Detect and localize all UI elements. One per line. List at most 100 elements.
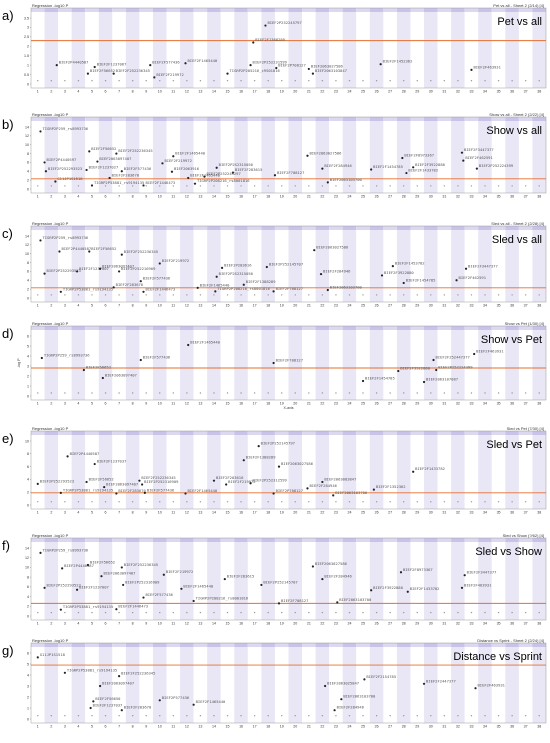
chromosome-band — [342, 326, 357, 400]
x-tick-label: 20 — [293, 90, 297, 94]
baseline-marker — [145, 392, 147, 394]
panel-title: Distance vs Sprint — [453, 651, 542, 663]
x-tick-label: 27 — [388, 511, 392, 515]
chromosome-band — [356, 538, 370, 620]
snp-label: BIEF2063103700 — [335, 490, 368, 495]
panel-letter: f) — [2, 538, 10, 553]
panel-g: g) Regression -log10 P Distance vs Sprint … — [2, 638, 547, 729]
chromosome-band — [58, 117, 72, 193]
y-tick-label: 3 — [27, 364, 29, 368]
snp-point — [422, 380, 426, 384]
snp-label: BIEF2F1237037 — [93, 703, 123, 708]
x-tick-label: 24 — [347, 304, 351, 308]
chromosome-band-top — [44, 326, 59, 330]
x-tick-label: 27 — [388, 195, 392, 199]
snp-label: BIEF2F1237007 — [79, 584, 109, 589]
baseline-marker — [321, 715, 324, 717]
snp-point — [242, 283, 245, 286]
baseline-marker — [443, 611, 446, 614]
x-tick-label: 19 — [280, 511, 284, 515]
baseline-marker — [389, 392, 391, 394]
baseline-marker — [416, 185, 418, 187]
chromosome-band — [247, 226, 262, 302]
snp-label: BIEF2063103700 — [339, 597, 372, 602]
snp-point — [103, 485, 106, 489]
baseline-marker — [77, 611, 80, 614]
chromosome-band — [85, 326, 99, 400]
snp-label: BIEF2F1388289 — [255, 37, 285, 42]
x-tick-label: 8 — [132, 304, 134, 308]
x-tick-label: 20 — [293, 195, 297, 199]
x-tick-label: 27 — [388, 304, 392, 308]
panel-title: Show vs all — [486, 125, 542, 137]
baseline-marker — [104, 294, 107, 296]
chromosome-band-top — [166, 117, 181, 121]
snp-label: BIEF2F708127 — [276, 358, 303, 363]
x-tick-label: 21 — [307, 725, 311, 729]
x-tick-label: 34 — [483, 402, 487, 406]
x-tick-label: 17 — [253, 402, 257, 406]
baseline-marker — [253, 294, 256, 296]
snp-point — [231, 171, 235, 174]
chromosome-band — [58, 538, 72, 620]
chromosome-band-top — [193, 643, 208, 647]
snp-point — [192, 703, 195, 706]
chromosome-band-top — [383, 117, 397, 121]
x-tick-label: 8 — [132, 90, 134, 94]
snp-label: BIEF2F1454785 — [365, 376, 395, 381]
x-tick-label: 35 — [497, 622, 501, 626]
snp-label: BIEF2F283616 — [216, 475, 244, 480]
chromosome-band-top — [518, 326, 533, 330]
x-tick-label: 36 — [510, 90, 514, 94]
x-tick-label: 26 — [375, 402, 379, 406]
snp-label: BIEF2P252316909 — [144, 479, 179, 484]
chromosome-band — [44, 643, 59, 723]
chromosome-band-top — [193, 431, 208, 435]
baseline-marker — [281, 80, 283, 82]
chromosome-band — [410, 643, 425, 723]
snp-label: TIGRP2P53881_rs9194135 — [63, 286, 113, 291]
chromosome-band — [532, 226, 546, 302]
chromosome-band — [329, 431, 343, 509]
chromosome-band — [98, 326, 113, 400]
baseline-marker — [375, 715, 378, 717]
x-tick-label: 38 — [537, 195, 541, 199]
snp-label: BIEF2F284946 — [323, 269, 351, 274]
chromosome-band — [491, 431, 506, 509]
chromosome-band — [234, 8, 248, 88]
x-tick-label: 22 — [320, 511, 324, 515]
chromosome-band-top — [139, 643, 153, 647]
chromosome-band — [424, 117, 438, 193]
x-tick-label: 26 — [375, 195, 379, 199]
baseline-marker — [294, 80, 296, 82]
baseline-marker — [91, 80, 93, 82]
chromosome-band-top — [315, 8, 330, 12]
baseline-marker — [50, 715, 53, 717]
x-tick-label: 36 — [510, 304, 514, 308]
x-tick-label: 12 — [185, 304, 189, 308]
snp-label: BIEF2F219972 — [164, 158, 191, 163]
baseline-marker — [470, 392, 473, 394]
chromosome-band — [220, 8, 235, 88]
baseline-marker — [50, 80, 53, 82]
x-tick-label: 32 — [456, 195, 460, 199]
snp-point — [88, 150, 91, 153]
baseline-marker — [118, 392, 120, 394]
baseline-marker — [348, 185, 351, 187]
x-tick-label: 6 — [105, 90, 107, 94]
snp-label: TIGRP2P53881_rs9194135 — [94, 180, 144, 185]
x-tick-label: 22 — [320, 622, 324, 626]
snp-point — [59, 491, 62, 494]
snp-point — [158, 262, 161, 265]
baseline-marker — [64, 501, 66, 503]
x-tick-label: 12 — [185, 511, 189, 515]
chromosome-band-top — [31, 226, 45, 230]
snp-label: BIEF2F3922880 — [384, 270, 414, 275]
x-tick-label: 8 — [132, 195, 134, 199]
x-tick-label: 23 — [334, 90, 338, 94]
chromosome-band-top — [478, 643, 492, 647]
x-tick-label: 11 — [171, 622, 175, 626]
chromosome-band-top — [532, 226, 546, 230]
y-tick-label: 4 — [27, 478, 29, 482]
x-tick-label: 1 — [37, 90, 39, 94]
